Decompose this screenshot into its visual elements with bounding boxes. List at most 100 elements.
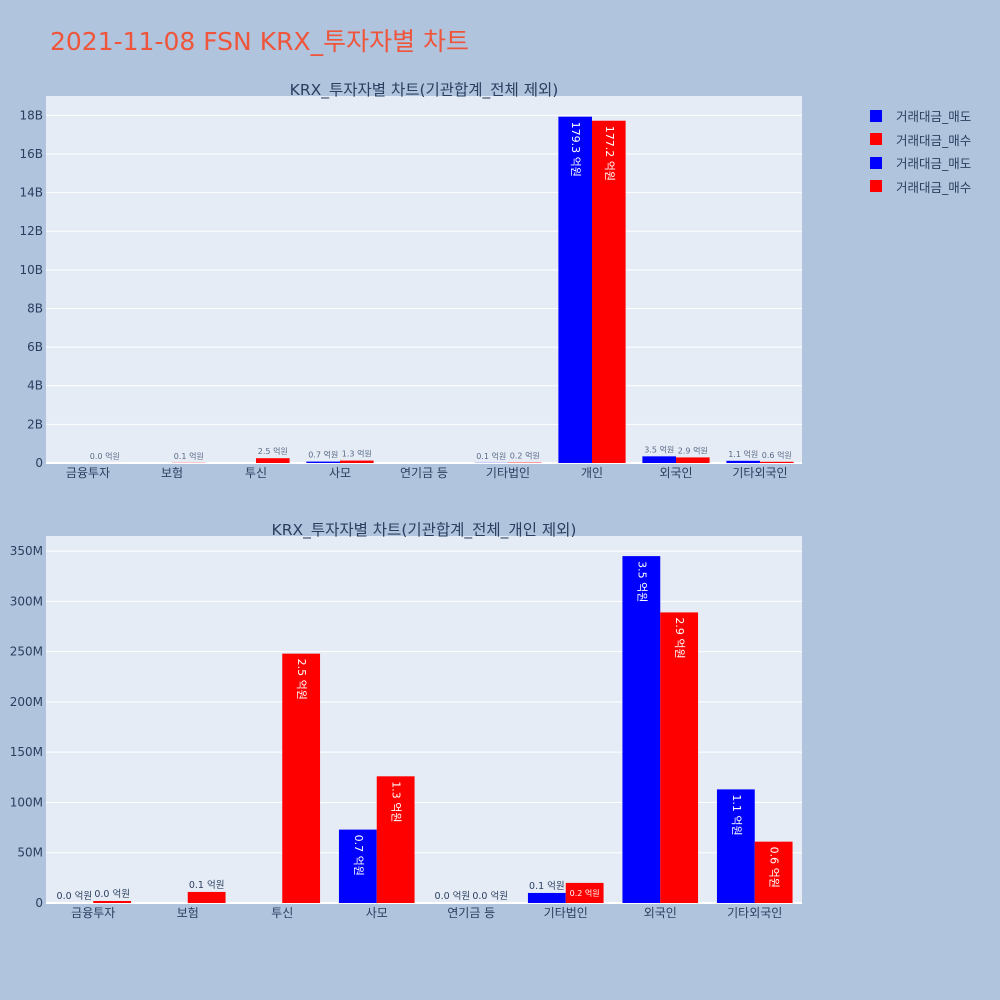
bar (592, 120, 626, 463)
y-tick-label: 16B (19, 147, 43, 161)
legend-item[interactable]: 거래대금_매수 (870, 175, 971, 199)
bar-value-label: 0.1 억원 (529, 880, 565, 892)
x-tick-label: 금융투자 (66, 466, 110, 480)
legend[interactable]: 거래대금_매도 거래대금_매수 거래대금_매도 거래대금_매수 (870, 104, 971, 198)
bar-value-label: 0.2 억원 (570, 888, 600, 898)
legend-swatch (870, 133, 882, 146)
x-tick-label: 기타법인 (544, 906, 588, 920)
x-tick-label: 연기금 등 (400, 466, 448, 480)
bar (376, 776, 415, 903)
chart-title: KRX_투자자별 차트(기관합계_전체_개인 제외) (272, 521, 577, 540)
y-tick-label: 100M (10, 795, 43, 809)
legend-item[interactable]: 거래대금_매수 (870, 128, 971, 152)
bar (558, 116, 592, 463)
bar-value-label: 1.1 억원 (728, 449, 758, 459)
x-tick-label: 연기금 등 (447, 906, 495, 920)
bar-value-label: 1.1 억원 (730, 794, 743, 835)
legend-item[interactable]: 거래대금_매도 (870, 151, 971, 175)
legend-label: 거래대금_매수 (896, 179, 972, 195)
bar-value-label: 0.6 억원 (768, 847, 781, 888)
bar (527, 892, 566, 903)
bar-value-label: 0.0 억원 (57, 890, 93, 902)
chart-title: KRX_투자자별 차트(기관합계_전체 제외) (290, 81, 559, 100)
x-tick-label: 보험 (161, 466, 183, 480)
x-tick-label: 기타외국인 (732, 466, 787, 480)
bar-value-label: 2.5 억원 (295, 659, 308, 700)
bar (256, 458, 290, 463)
bar (716, 789, 755, 903)
bar-value-label: 179.3 억원 (569, 122, 582, 177)
bar-value-label: 0.1 억원 (189, 879, 225, 891)
x-tick-label: 개인 (581, 466, 603, 480)
legend-swatch (870, 180, 882, 193)
x-tick-label: 투신 (245, 466, 267, 480)
y-tick-label: 2B (27, 417, 43, 431)
legend-label: 거래대금_매도 (896, 156, 972, 172)
bar (660, 612, 699, 903)
bar-value-label: 3.5 억원 (644, 444, 674, 454)
bar-value-label: 0.0 억원 (435, 890, 471, 902)
y-tick-label: 4B (27, 379, 43, 393)
y-tick-label: 8B (27, 301, 43, 315)
legend-swatch (870, 156, 882, 169)
legend-swatch (870, 109, 882, 122)
y-tick-label: 0 (35, 896, 43, 910)
bar-value-label: 0.6 억원 (762, 450, 792, 460)
bar (726, 460, 760, 463)
x-tick-label: 금융투자 (71, 906, 115, 920)
bar-value-label: 2.9 억원 (678, 445, 708, 455)
y-tick-label: 6B (27, 340, 43, 354)
legend-item[interactable]: 거래대금_매도 (870, 104, 971, 128)
y-tick-label: 250M (10, 645, 43, 659)
bar (93, 900, 132, 903)
y-tick-label: 14B (19, 186, 43, 200)
y-tick-label: 0 (35, 456, 43, 470)
bar-value-label: 0.0 억원 (94, 888, 130, 900)
plot-area (46, 96, 802, 463)
y-tick-label: 350M (10, 544, 43, 558)
legend-label: 거래대금_매수 (896, 132, 972, 148)
bar-value-label: 0.7 억원 (308, 450, 338, 460)
bar (338, 829, 377, 903)
y-tick-label: 50M (17, 846, 43, 860)
bar-value-label: 0.1 억원 (174, 451, 204, 461)
bar-value-label: 2.9 억원 (673, 617, 686, 658)
y-tick-label: 10B (19, 263, 43, 277)
bar (760, 461, 794, 463)
bar-value-label: 0.0 억원 (472, 890, 508, 902)
bar (187, 891, 226, 903)
x-tick-label: 사모 (366, 906, 388, 920)
bar-value-label: 177.2 억원 (603, 126, 616, 181)
bar (754, 841, 793, 903)
bar-value-label: 0.1 억원 (476, 451, 506, 461)
x-tick-label: 기타외국인 (727, 906, 782, 920)
bar-value-label: 1.3 억원 (342, 449, 372, 459)
x-tick-label: 기타법인 (486, 466, 530, 480)
bar-value-label: 1.3 억원 (390, 781, 403, 822)
bar (340, 460, 374, 463)
bar (565, 882, 604, 903)
x-tick-label: 사모 (329, 466, 351, 480)
y-tick-label: 300M (10, 594, 43, 608)
y-tick-label: 12B (19, 224, 43, 238)
legend-label: 거래대금_매도 (896, 109, 972, 125)
x-tick-label: 외국인 (644, 906, 677, 920)
page-title: 2021-11-08 FSN KRX_투자자별 차트 (50, 27, 470, 56)
x-tick-label: 외국인 (659, 466, 692, 480)
y-tick-label: 150M (10, 745, 43, 759)
bar-value-label: 3.5 억원 (635, 561, 648, 602)
y-tick-label: 18B (19, 108, 43, 122)
bar (676, 457, 710, 463)
bar-value-label: 0.0 억원 (90, 451, 120, 461)
bar-value-label: 0.2 억원 (510, 451, 540, 461)
bar (282, 653, 321, 903)
bar-value-label: 0.7 억원 (352, 835, 365, 876)
x-tick-label: 투신 (271, 906, 293, 920)
x-tick-label: 보험 (177, 906, 199, 920)
bar (642, 456, 676, 463)
bar-value-label: 2.5 억원 (258, 446, 288, 456)
bar (306, 461, 340, 463)
y-tick-label: 200M (10, 695, 43, 709)
bar (622, 556, 661, 903)
